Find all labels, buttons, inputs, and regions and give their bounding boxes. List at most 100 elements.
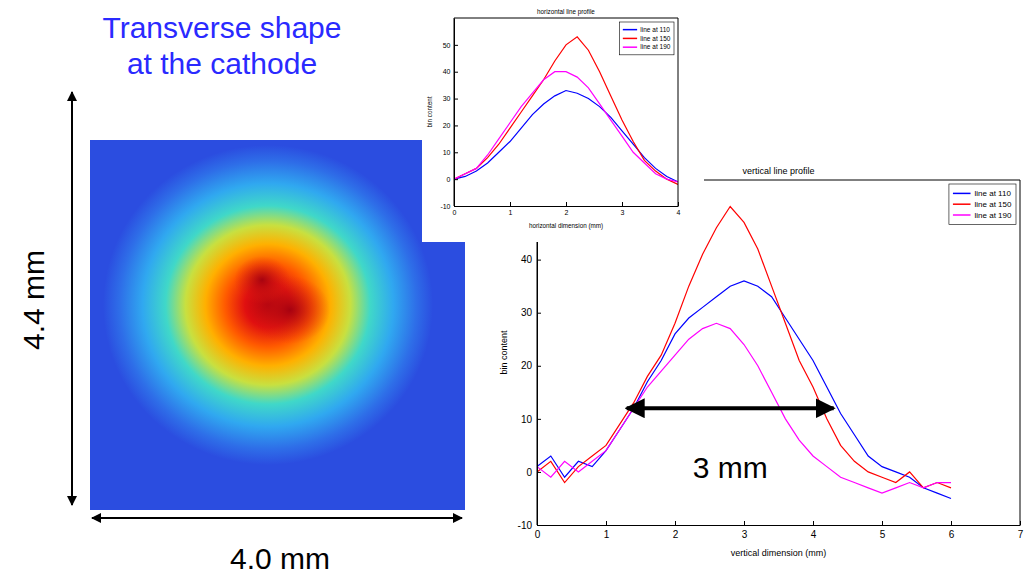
tick: 40 <box>521 254 541 265</box>
tick: 40 <box>443 68 458 75</box>
tick-label: 40 <box>443 68 451 75</box>
tick-mark <box>813 521 814 525</box>
beam-spot-image <box>90 140 465 510</box>
axis-line <box>538 525 1021 526</box>
tick-label: 2 <box>673 529 679 540</box>
y-axis-title: bin content <box>499 330 509 375</box>
tick-mark <box>454 179 458 180</box>
annotation-arrow <box>627 406 834 410</box>
series-line <box>537 207 951 488</box>
plot-frame <box>454 18 455 206</box>
tick-label: 10 <box>521 414 533 425</box>
tick-mark <box>537 260 541 261</box>
tick-label: 4 <box>677 209 681 216</box>
slide: Transverse shapeat the cathode4.4 mm4.0 … <box>0 0 1034 578</box>
series-group <box>537 207 951 499</box>
legend-label: line at 110 <box>640 26 670 33</box>
beam-core <box>234 256 290 304</box>
annotation-label: 3 mm <box>693 451 768 484</box>
tick-mark <box>537 313 541 314</box>
legend-label: line at 150 <box>975 200 1012 209</box>
image-background <box>90 140 465 510</box>
tick: 7 <box>1018 521 1024 540</box>
legend: line at 110line at 150line at 190 <box>949 184 1016 224</box>
tick: 20 <box>443 122 458 129</box>
tick-mark <box>566 202 567 206</box>
tick: 6 <box>949 521 955 540</box>
tick-mark <box>537 525 541 526</box>
tick-mark <box>622 202 623 206</box>
x-axis: 01234567 <box>535 521 1024 540</box>
tick-mark <box>537 472 541 473</box>
tick-label: 50 <box>443 42 451 49</box>
beam-spot <box>103 145 433 465</box>
tick-label: 7 <box>1018 529 1024 540</box>
tick-label: 40 <box>521 254 533 265</box>
tick: -10 <box>440 203 458 210</box>
tick-mark <box>454 152 458 153</box>
tick-label: 2 <box>565 209 569 216</box>
tick-mark <box>454 99 458 100</box>
tick: 2 <box>673 521 679 540</box>
legend-swatch <box>953 214 971 216</box>
series-line <box>537 323 951 493</box>
y-axis-title: bin content <box>426 96 433 127</box>
legend-frame <box>949 184 1016 224</box>
tick-mark <box>454 72 458 73</box>
tick-label: 0 <box>526 467 532 478</box>
legend-swatch <box>953 203 971 205</box>
x-axis-title: horizontal dimension (mm) <box>529 222 603 230</box>
tick-label: 5 <box>880 529 886 540</box>
tick-label: 0 <box>453 209 457 216</box>
tick-mark <box>454 125 458 126</box>
x-axis: 0 1 2 3 4 <box>453 202 681 216</box>
tick: 10 <box>521 414 541 425</box>
chart-title: vertical line profile <box>742 166 814 176</box>
plot-area <box>454 18 678 206</box>
tick-label: 3 <box>621 209 625 216</box>
slide-title: Transverse shapeat the cathode <box>102 11 341 80</box>
series-line <box>454 37 678 185</box>
legend-label: line at 110 <box>975 189 1012 198</box>
tick: 30 <box>521 307 541 318</box>
tick: 1 <box>604 521 610 540</box>
tick: 3 <box>742 521 748 540</box>
legend-swatch <box>953 193 971 195</box>
tick-label: 20 <box>443 122 451 129</box>
tick-mark <box>454 45 458 46</box>
slide-title-line: Transverse shape <box>102 11 341 44</box>
tick-mark <box>454 206 458 207</box>
chart-title: horizontal line profile <box>537 8 595 16</box>
series-line <box>454 91 678 182</box>
tick: 50 <box>443 42 458 49</box>
series-line <box>537 281 951 499</box>
legend: line at 110line at 150line at 190 <box>620 22 674 55</box>
panel-background <box>422 0 704 242</box>
x-axis-title: vertical dimension (mm) <box>731 548 827 558</box>
tick-label: 30 <box>443 95 451 102</box>
tick-mark <box>606 521 607 525</box>
plot-frame <box>678 18 679 206</box>
legend-label: line at 190 <box>640 43 670 50</box>
tick: 4 <box>811 521 817 540</box>
tick-label: 1 <box>509 209 513 216</box>
y-axis: -1001020304050 <box>440 19 458 210</box>
tick-mark <box>744 521 745 525</box>
tick: 0 <box>447 176 458 183</box>
slide-title-line: at the cathode <box>127 47 317 80</box>
dimension-arrow <box>92 517 462 519</box>
tick-mark <box>537 366 541 367</box>
tick: 4 <box>677 202 681 216</box>
plot-frame <box>454 18 678 19</box>
tick: 30 <box>443 95 458 102</box>
tick-label: 6 <box>949 529 955 540</box>
tick: 2 <box>565 202 569 216</box>
legend-frame <box>620 22 674 55</box>
tick-label: -10 <box>440 203 450 210</box>
series-group <box>454 37 678 185</box>
axis-line <box>454 19 455 207</box>
tick-label: 20 <box>521 360 533 371</box>
tick-label: 1 <box>604 529 610 540</box>
tick: 20 <box>521 360 541 371</box>
legend-swatch <box>623 46 637 48</box>
